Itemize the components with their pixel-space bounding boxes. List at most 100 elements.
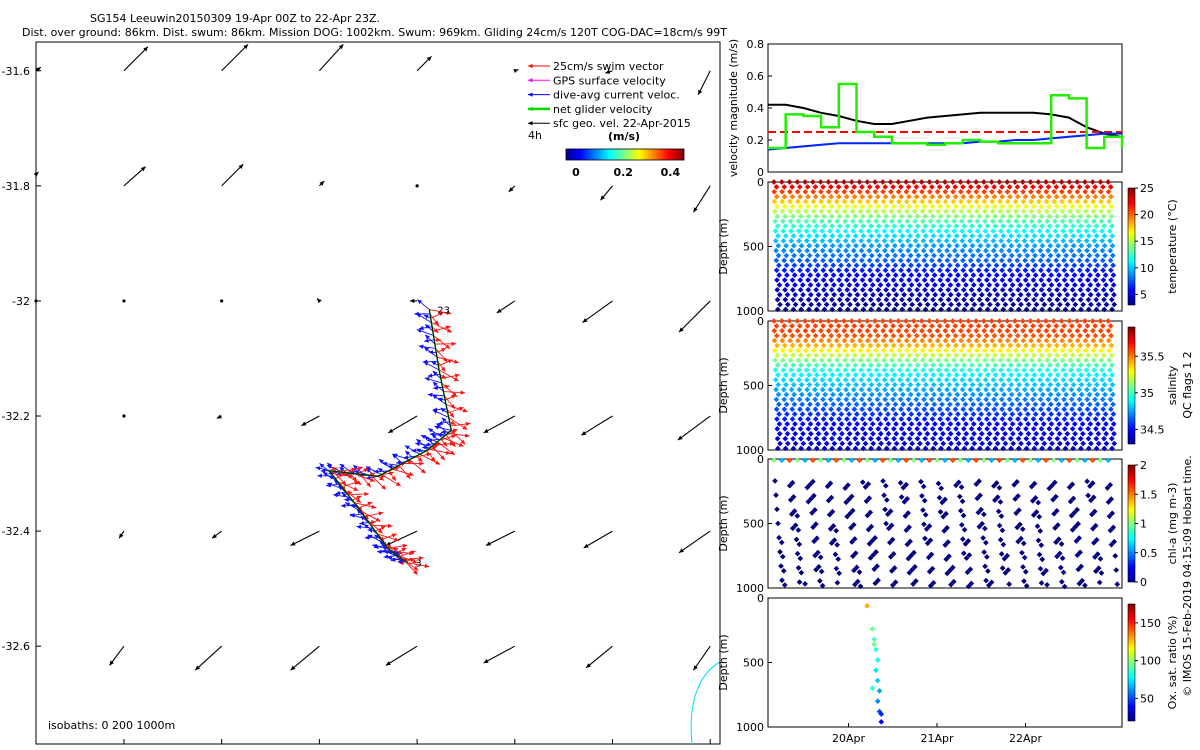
section-point-salinity — [953, 445, 960, 452]
section-point-salinity — [1069, 416, 1076, 422]
section-point-temperature — [1110, 272, 1117, 278]
section-point-chl-a — [862, 484, 869, 490]
section-point-chl-a — [825, 457, 832, 464]
section-point-chl-a — [873, 549, 879, 555]
section-point-chl-a — [841, 457, 847, 464]
section-point-temperature — [890, 267, 897, 274]
section-point-temperature — [797, 287, 804, 293]
section-point-salinity — [860, 362, 866, 368]
section-point-temperature — [791, 252, 797, 259]
section-point-temperature — [820, 184, 826, 190]
section-point-salinity — [781, 332, 788, 339]
section-point-temperature — [890, 184, 896, 190]
section-point-temperature — [844, 223, 851, 229]
colorbar-tick-label: 0 — [1140, 576, 1147, 589]
section-point-temperature — [968, 277, 975, 283]
section-point-salinity — [798, 435, 804, 442]
section-point-temperature — [1022, 203, 1029, 210]
section-point-chl-a — [874, 563, 880, 570]
section-point-salinity — [1030, 406, 1036, 413]
section-point-salinity — [829, 445, 836, 452]
section-point-temperature — [962, 252, 968, 259]
section-point-temperature — [1053, 277, 1060, 283]
swim-vector-head — [447, 359, 453, 364]
section-point-salinity — [977, 391, 984, 398]
section-point-temperature — [1061, 184, 1067, 190]
swim-vector-head — [458, 406, 464, 411]
section-point-temperature — [953, 296, 960, 303]
section-point-temperature — [1000, 296, 1006, 303]
section-point-chl-a — [958, 484, 965, 490]
section-point-temperature — [1095, 301, 1102, 308]
section-point-temperature — [1043, 188, 1050, 195]
section-point-salinity — [817, 318, 824, 324]
section-point-temperature — [958, 218, 965, 225]
section-point-temperature — [967, 257, 974, 264]
section-point-salinity — [992, 362, 999, 368]
section-point-salinity — [795, 347, 802, 354]
section-point-temperature — [937, 213, 944, 220]
section-point-salinity — [929, 416, 936, 422]
section-point-temperature — [1013, 218, 1019, 225]
section-point-temperature — [1093, 233, 1100, 239]
section-point-temperature — [975, 184, 982, 190]
section-point-temperature — [789, 193, 796, 200]
section-point-temperature — [1025, 301, 1032, 308]
section-point-temperature — [935, 218, 942, 225]
section-point-salinity — [936, 376, 942, 383]
section-point-salinity — [790, 362, 797, 368]
section-point-chl-a — [1088, 497, 1094, 504]
section-point-chl-a — [988, 457, 995, 464]
section-point-salinity — [1028, 347, 1035, 354]
section-point-salinity — [934, 318, 941, 324]
section-point-salinity — [813, 435, 820, 442]
section-point-salinity — [798, 445, 804, 452]
section-point-temperature — [772, 218, 779, 225]
section-point-chl-a — [780, 568, 787, 574]
section-point-chl-a — [973, 457, 979, 464]
section-point-temperature — [867, 277, 874, 283]
section-point-temperature — [934, 198, 941, 205]
section-point-temperature — [898, 277, 905, 283]
section-point-chl-a — [816, 563, 822, 570]
section-point-temperature — [936, 184, 943, 190]
dive-avg-current-vector-head — [428, 428, 434, 433]
section-point-temperature — [1005, 218, 1012, 225]
section-point-chl-a — [885, 525, 892, 532]
section-point-salinity — [860, 435, 866, 442]
section-point-temperature — [999, 287, 1006, 293]
section-point-chl-a — [902, 513, 909, 519]
section-point-chl-a — [947, 567, 953, 574]
section-point-temperature — [898, 267, 904, 274]
section-point-temperature — [952, 257, 958, 264]
section-point-chl-a — [889, 536, 896, 543]
section-point-salinity — [937, 426, 944, 432]
section-point-temperature — [930, 233, 937, 239]
section-point-salinity — [978, 411, 985, 417]
section-point-salinity — [1046, 435, 1053, 442]
swim-vector-head — [445, 344, 451, 349]
section-point-salinity — [987, 440, 993, 447]
section-point-temperature — [944, 247, 950, 254]
section-point-salinity — [994, 421, 1000, 427]
section-point-temperature — [1021, 247, 1028, 254]
section-point-salinity — [1016, 381, 1023, 388]
section-point-chl-a — [849, 539, 855, 545]
section-point-salinity — [791, 401, 798, 408]
section-point-temperature — [813, 233, 820, 239]
section-point-temperature — [781, 247, 787, 254]
section-point-chl-a — [845, 482, 851, 489]
section-point-temperature — [1029, 228, 1035, 234]
section-point-temperature — [876, 233, 882, 239]
section-point-salinity — [844, 435, 851, 442]
section-point-salinity — [1067, 337, 1073, 344]
section-point-salinity — [1069, 426, 1076, 432]
section-point-temperature — [818, 208, 825, 215]
section-point-salinity — [959, 376, 966, 383]
section-point-chl-a — [1110, 524, 1117, 531]
current-vector-head — [212, 533, 217, 539]
section-point-temperature — [815, 282, 822, 288]
section-point-salinity — [943, 367, 950, 373]
section-point-temperature — [1021, 228, 1028, 234]
section-point-temperature — [945, 213, 952, 220]
